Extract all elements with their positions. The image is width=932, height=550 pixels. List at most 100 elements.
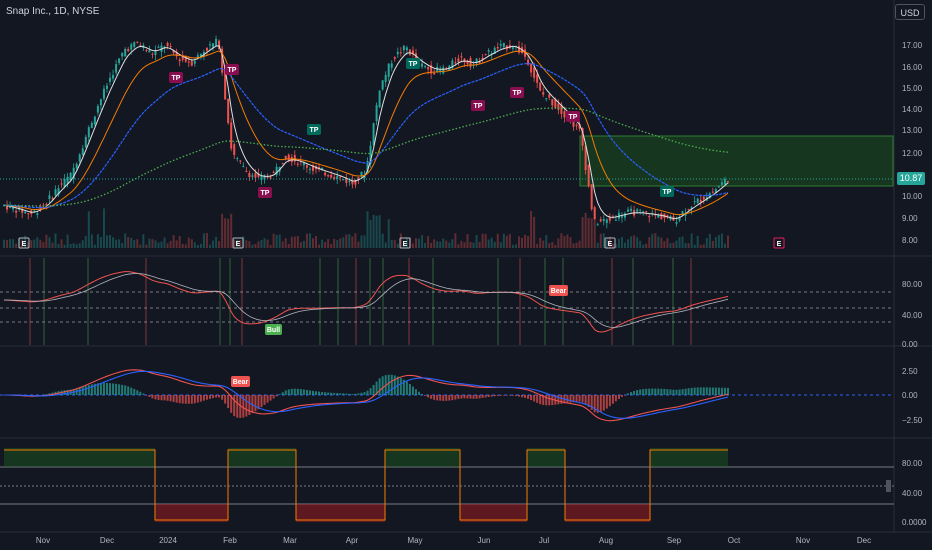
candle-body <box>118 58 121 64</box>
macd-hist-bar <box>199 395 202 402</box>
candle-body <box>605 219 608 223</box>
earnings-marker[interactable] <box>232 237 244 249</box>
earnings-marker-label: E <box>236 241 241 248</box>
macd-hist-bar <box>405 381 408 395</box>
candle-body <box>702 196 705 200</box>
candle-body <box>151 53 154 55</box>
volume-bar <box>212 240 215 248</box>
candle-body <box>572 118 575 127</box>
macd-hist-bar <box>181 395 184 404</box>
osc3-axis-label: 80.00 <box>902 459 923 468</box>
candle-body <box>554 99 557 108</box>
volume-bar <box>372 214 375 248</box>
candle-body <box>563 111 566 118</box>
macd-hist-bar <box>369 388 372 395</box>
candle-body <box>57 188 60 195</box>
volume-bar <box>196 244 199 248</box>
candle-body <box>78 154 81 162</box>
volume-bar <box>557 238 560 248</box>
candle-body <box>690 207 693 210</box>
volume-bar <box>642 244 645 248</box>
pane-scroll-handle[interactable] <box>886 480 891 492</box>
candle-body <box>172 50 175 53</box>
volume-bar <box>33 239 36 248</box>
candle-body <box>148 50 151 53</box>
volume-bar <box>560 233 563 248</box>
candle-body <box>402 45 405 51</box>
macd-axis-label: −2.50 <box>902 416 923 425</box>
macd-hist-bar <box>205 395 208 400</box>
volume-bar <box>284 238 287 248</box>
macd-hist-bar <box>42 394 45 396</box>
candle-body <box>84 137 87 148</box>
candle-body <box>124 48 127 57</box>
macd-hist-bar <box>324 392 327 395</box>
candle-body <box>602 219 605 221</box>
macd-hist-bar <box>560 395 563 404</box>
time-axis-label: Oct <box>728 536 741 545</box>
macd-hist-bar <box>357 393 360 395</box>
volume-bar <box>105 235 108 248</box>
earnings-marker[interactable] <box>773 237 785 249</box>
volume-bar <box>375 215 378 248</box>
macd-hist-bar <box>102 383 105 395</box>
macd-hist-bar <box>39 395 42 396</box>
volume-bar <box>593 218 596 248</box>
candle-body <box>175 51 178 57</box>
volume-bar <box>684 243 687 248</box>
macd-hist-bar <box>112 383 115 395</box>
osc1-axis-label: 40.00 <box>902 311 923 320</box>
macd-hist-bar <box>333 392 336 395</box>
macd-hist-bar <box>336 393 339 395</box>
volume-bar <box>233 239 236 248</box>
earnings-marker[interactable] <box>399 237 411 249</box>
macd-hist-bar <box>375 381 378 395</box>
candle-body <box>375 105 378 122</box>
volume-bar <box>24 235 27 248</box>
candle-body <box>308 168 311 170</box>
candle-body <box>390 63 393 68</box>
osc3-zone <box>650 448 728 467</box>
volume-bar <box>169 240 172 248</box>
macd-hist-bar <box>257 395 260 410</box>
candle-body <box>387 63 390 77</box>
volume-bar <box>369 219 372 248</box>
svg-text:Bear: Bear <box>233 379 249 386</box>
volume-bar <box>57 243 60 248</box>
svg-text:Bull: Bull <box>267 327 280 334</box>
macd-hist-bar <box>530 395 533 401</box>
candle-body <box>190 61 193 66</box>
tp-badge <box>566 111 580 122</box>
volume-bar <box>451 239 454 248</box>
candle-body <box>236 158 239 160</box>
candle-body <box>105 85 108 89</box>
candle-body <box>342 179 345 181</box>
candle-body <box>327 175 330 177</box>
volume-bar <box>354 233 357 248</box>
candle-body <box>27 213 30 215</box>
candle-body <box>15 210 18 213</box>
svg-text:Bear: Bear <box>551 288 567 295</box>
earnings-marker[interactable] <box>18 237 30 249</box>
volume-bar <box>578 240 581 248</box>
volume-bar <box>311 238 314 248</box>
volume-bar <box>336 240 339 248</box>
currency-button[interactable]: USD <box>895 4 925 20</box>
macd-hist-bar <box>451 395 454 401</box>
candle-body <box>239 160 242 162</box>
volume-bar <box>157 242 160 248</box>
candle-body <box>272 171 275 173</box>
candle-body <box>396 51 399 55</box>
volume-bar <box>608 236 611 248</box>
earnings-marker[interactable] <box>604 237 616 249</box>
volume-bar <box>39 239 42 248</box>
volume-bar <box>342 237 345 248</box>
macd-hist-bar <box>48 393 51 395</box>
macd-hist-bar <box>524 395 527 398</box>
candle-body <box>133 42 136 47</box>
macd-hist-bar <box>172 395 175 402</box>
volume-bar <box>184 244 187 248</box>
macd-axis: 2.50 0.00 −2.50 <box>902 367 923 425</box>
tp-label: TP <box>474 103 483 110</box>
